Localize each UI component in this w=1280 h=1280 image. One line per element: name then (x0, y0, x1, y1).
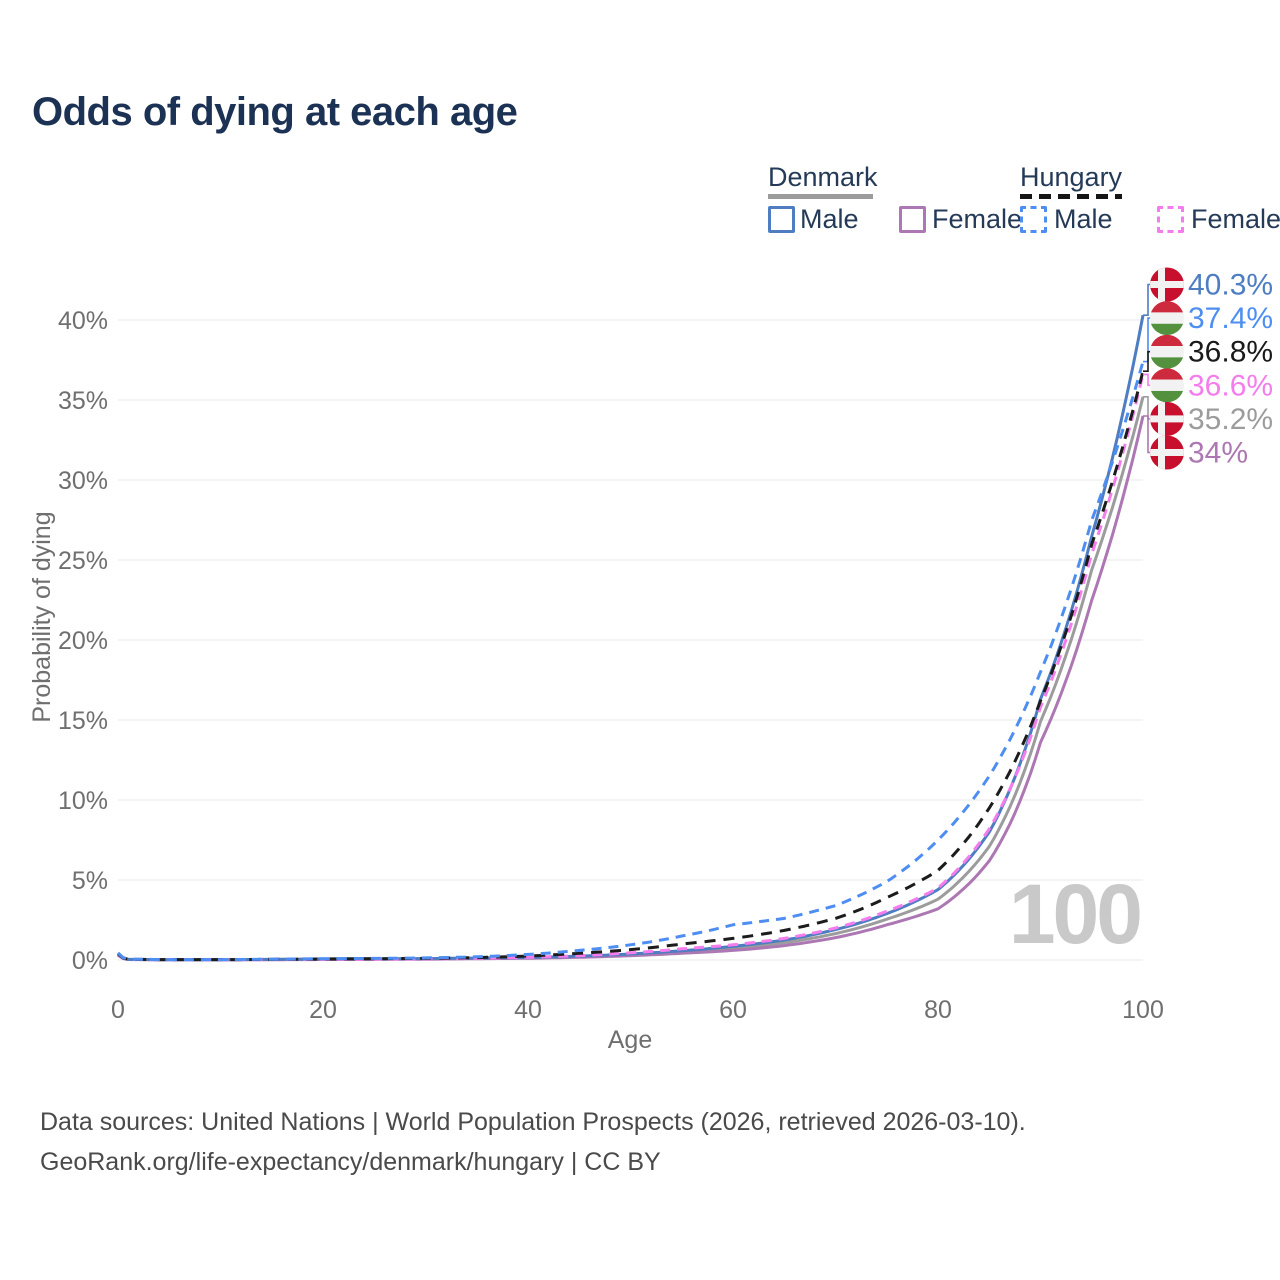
data-sources-line: Data sources: United Nations | World Pop… (40, 1108, 1026, 1136)
y-tick-35%: 35% (58, 387, 108, 415)
plot-area[interactable] (118, 278, 1143, 960)
denmark-flag-icon (1150, 435, 1184, 470)
hungary-flag-icon (1150, 368, 1184, 403)
x-axis-title: Age (607, 1026, 653, 1054)
y-tick-15%: 15% (58, 707, 108, 735)
denmark-flag-icon (1150, 401, 1184, 436)
series-line-hungary_male[interactable] (116, 361, 1145, 962)
end-label-value-hungary_male: 37.4% (1188, 302, 1273, 335)
legend-denmark-female-label[interactable]: Female (932, 204, 1023, 234)
hungary-underline (1020, 194, 1122, 199)
end-label-value-hungary_female: 36.6% (1188, 369, 1273, 402)
denmark-underline (768, 194, 873, 199)
hungary-female-swatch[interactable] (1157, 206, 1184, 233)
end-label-value-denmark_male: 40.3% (1188, 269, 1273, 302)
legend-group-denmark-title[interactable]: Denmark (768, 162, 878, 192)
y-tick-10%: 10% (58, 787, 108, 815)
hungary-male-swatch[interactable] (1020, 206, 1047, 233)
end-label-value-hungary_both: 36.8% (1188, 336, 1273, 369)
y-axis-title: Probability of dying (28, 511, 56, 723)
x-tick-60: 60 (719, 996, 747, 1024)
x-tick-0: 0 (111, 996, 125, 1024)
attribution-line: GeoRank.org/life-expectancy/denmark/hung… (40, 1148, 661, 1176)
x-tick-20: 20 (309, 996, 337, 1024)
x-tick-80: 80 (924, 996, 952, 1024)
y-tick-20%: 20% (58, 627, 108, 655)
legend-denmark-male-label[interactable]: Male (800, 204, 859, 234)
x-tick-40: 40 (514, 996, 542, 1024)
end-label-value-denmark_both: 35.2% (1188, 403, 1273, 436)
y-tick-30%: 30% (58, 467, 108, 495)
legend-hungary-male-label[interactable]: Male (1054, 204, 1113, 234)
hovered-age-watermark: 100 (1008, 867, 1143, 961)
denmark-male-swatch[interactable] (768, 206, 795, 233)
denmark-female-swatch[interactable] (899, 206, 926, 233)
y-tick-0%: 0% (72, 947, 108, 975)
hungary-flag-icon (1150, 334, 1184, 369)
hungary-flag-icon (1150, 301, 1184, 336)
x-tick-100: 100 (1122, 996, 1164, 1024)
denmark-flag-icon (1150, 267, 1184, 302)
y-tick-40%: 40% (58, 307, 108, 335)
legend-group-hungary-title[interactable]: Hungary (1020, 162, 1123, 192)
end-label-value-denmark_female: 34% (1188, 437, 1248, 470)
legend-hungary-female-label[interactable]: Female (1191, 204, 1280, 234)
y-tick-5%: 5% (72, 867, 108, 895)
y-tick-25%: 25% (58, 547, 108, 575)
page-title: Odds of dying at each age (32, 90, 518, 134)
